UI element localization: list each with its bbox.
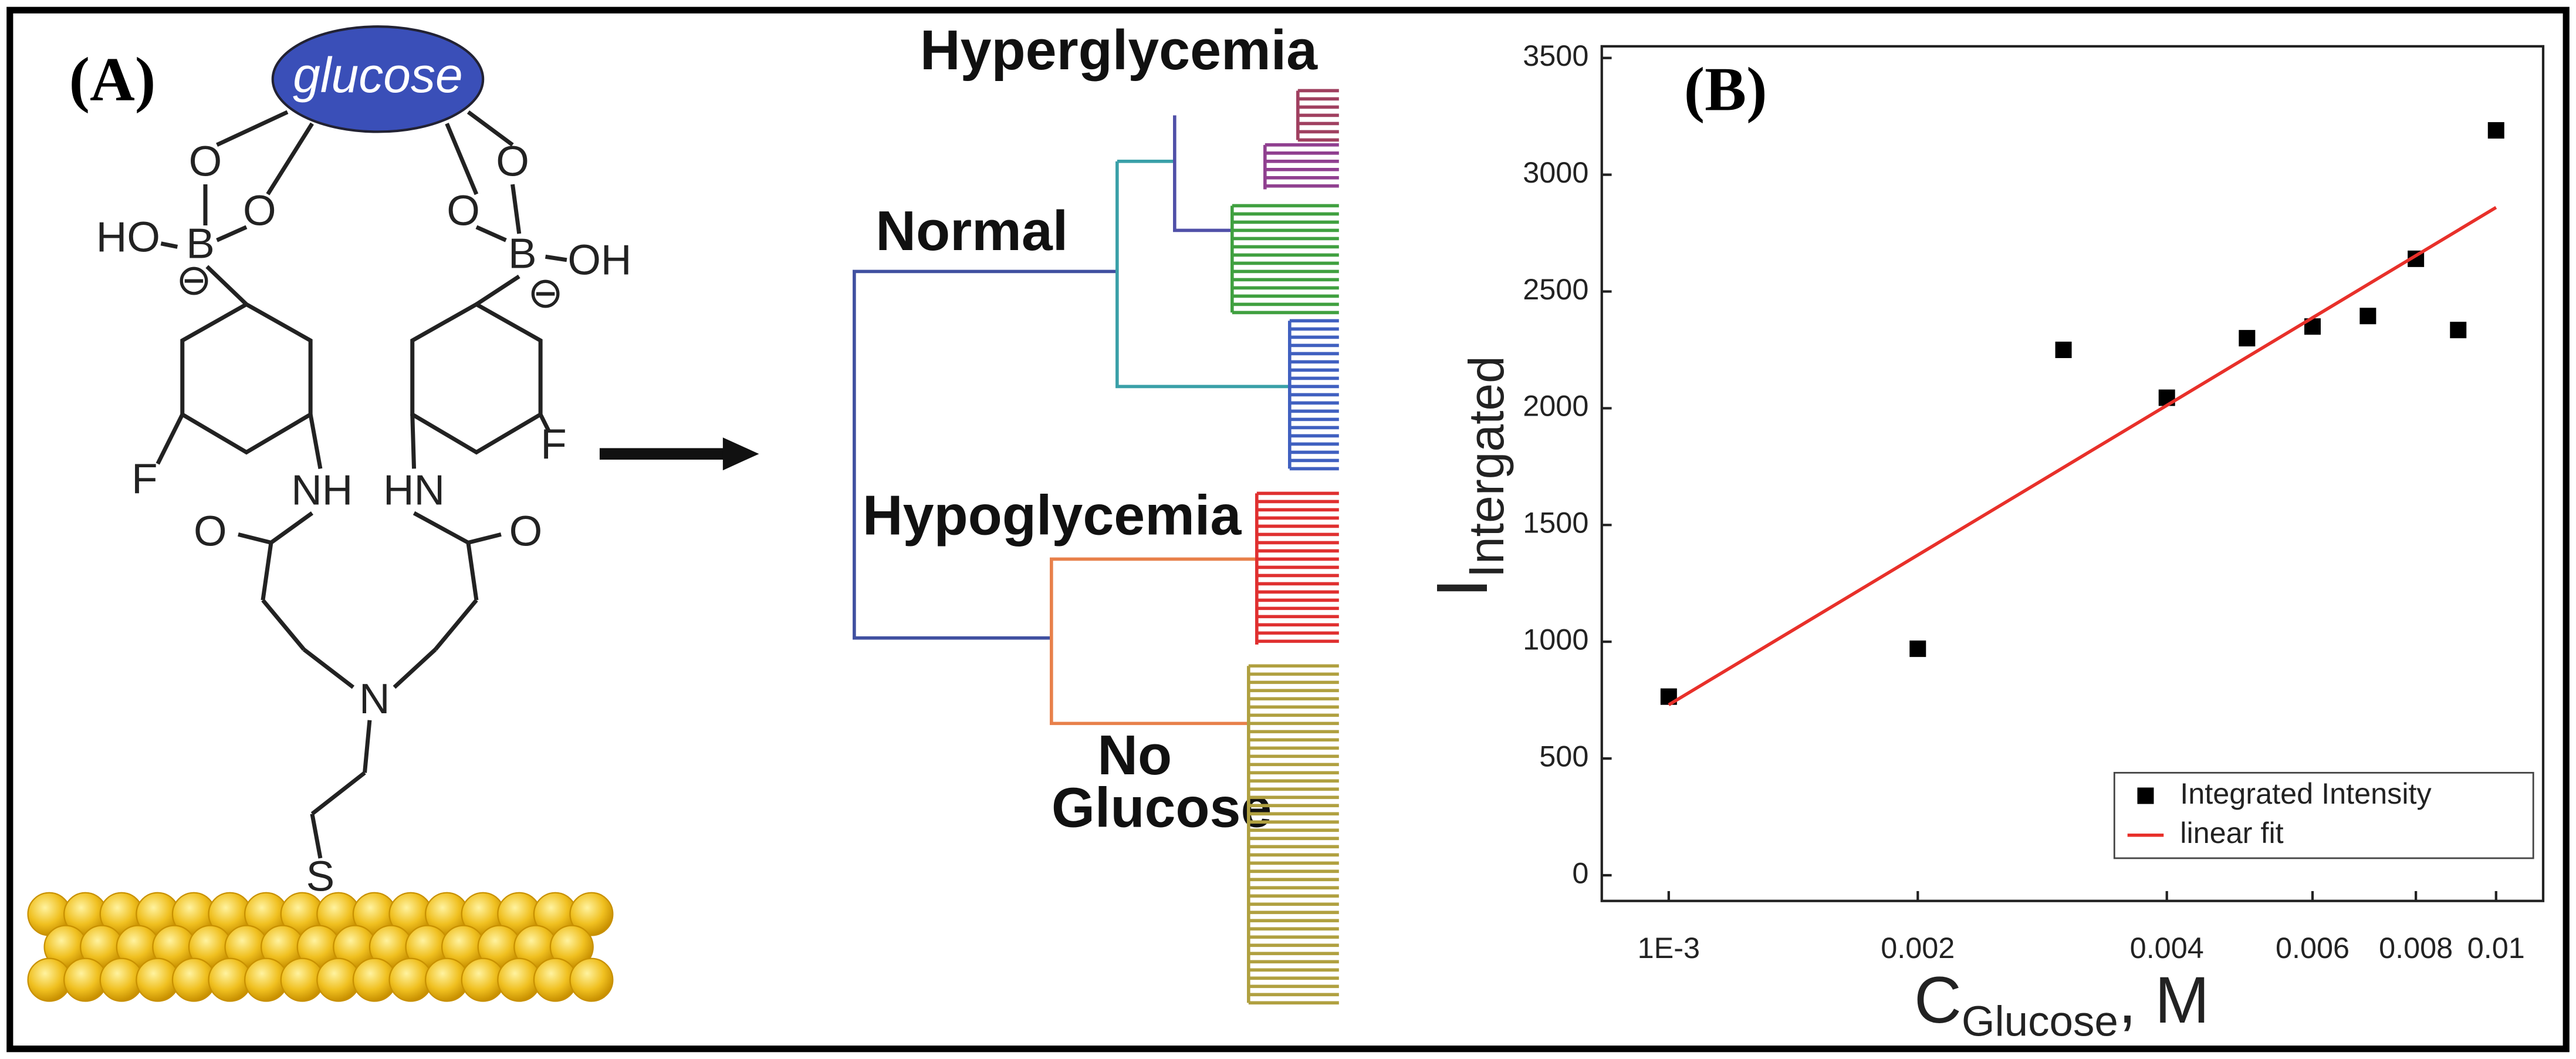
y-tick-label: 1000 xyxy=(1523,623,1588,656)
atom: O xyxy=(189,138,222,186)
y-tick-label: 3500 xyxy=(1523,39,1588,72)
x-tick-label: 0.01 xyxy=(2467,931,2525,964)
atom: ⊖ xyxy=(176,256,212,303)
y-tick-label: 2000 xyxy=(1523,389,1588,423)
gold-atom xyxy=(569,957,614,1002)
x-label-main: C xyxy=(1914,963,1962,1037)
gold-atom xyxy=(569,892,614,936)
atom: S xyxy=(306,853,335,901)
molecule: (A) glucose O O O O HO B B OH ⊖ ⊖ F F NH… xyxy=(27,25,631,1002)
atom: N xyxy=(359,675,390,723)
frame xyxy=(6,6,2570,1053)
group-label: No xyxy=(1097,724,1172,787)
atom: F xyxy=(131,455,157,502)
panel-label: (A) xyxy=(69,45,156,114)
panel-label: (B) xyxy=(1684,55,1767,124)
point xyxy=(2359,308,2376,325)
branch xyxy=(1115,161,1290,389)
y-axis-label: IIntergated xyxy=(1422,356,1514,598)
point xyxy=(2487,122,2504,139)
y-tick-label: 0 xyxy=(1572,856,1588,889)
dendrogram: Hyperglycemia Normal Hypoglycemia No Glu… xyxy=(853,19,1339,1005)
group-label: Hyperglycemia xyxy=(920,19,1318,82)
branch xyxy=(1173,115,1232,232)
atom: O xyxy=(447,187,480,235)
group-label: Glucose xyxy=(1052,777,1272,839)
legend-swatch xyxy=(2137,787,2154,804)
x-tick-label: 1E-3 xyxy=(1638,931,1700,964)
atom: HO xyxy=(96,213,160,261)
y-label-sub: Intergated xyxy=(1459,356,1514,578)
atom: ⊖ xyxy=(528,269,563,317)
glucose-label: glucose xyxy=(293,48,462,103)
point xyxy=(2055,341,2072,358)
x-label-suffix: , M xyxy=(2118,963,2210,1037)
arrow xyxy=(599,437,759,471)
x-axis-label: CGlucose, M xyxy=(1914,963,2209,1045)
y-tick-label: 1500 xyxy=(1523,506,1588,539)
branch xyxy=(853,269,1117,640)
y-label-main: I xyxy=(1422,578,1503,598)
atom: HN xyxy=(383,467,445,514)
group-label: Hypoglycemia xyxy=(863,484,1242,547)
atom: O xyxy=(243,187,276,235)
atom: O xyxy=(194,508,227,555)
bonds xyxy=(160,110,567,262)
chart: (B) CGlucose, M IIntergated 0 500 1000 1500… xyxy=(1422,39,2545,1045)
legend-label: linear fit xyxy=(2180,816,2283,849)
fit-line xyxy=(1668,205,2497,707)
x-tick-label: 0.002 xyxy=(1881,931,1955,964)
gold-surface xyxy=(27,892,614,1002)
atom: B xyxy=(186,220,215,268)
x-tick-label: 0.004 xyxy=(2130,931,2204,964)
point xyxy=(1909,640,1926,657)
x-label-sub: Glucose xyxy=(1962,997,2118,1045)
legend-box xyxy=(2113,771,2534,859)
y-tick-label: 500 xyxy=(1539,739,1588,773)
branch xyxy=(1050,557,1257,726)
plot-frame xyxy=(1600,45,2545,902)
atom: F xyxy=(540,420,566,468)
atom: O xyxy=(509,508,543,555)
y-tick-label: 3000 xyxy=(1523,156,1588,189)
point xyxy=(2239,330,2256,347)
glucose-ellipse xyxy=(271,25,485,133)
atom: B xyxy=(508,230,537,277)
legend-label: Integrated Intensity xyxy=(2180,777,2432,810)
ring xyxy=(410,302,543,455)
atom: NH xyxy=(291,467,353,514)
atom: O xyxy=(496,138,529,186)
y-tick-label: 2500 xyxy=(1523,272,1588,306)
x-tick-label: 0.006 xyxy=(2276,931,2349,964)
ring xyxy=(180,302,313,455)
bonds xyxy=(155,265,551,859)
point xyxy=(2450,322,2467,339)
x-tick-label: 0.008 xyxy=(2379,931,2453,964)
group-label: Normal xyxy=(875,200,1068,262)
atom: OH xyxy=(567,237,631,284)
